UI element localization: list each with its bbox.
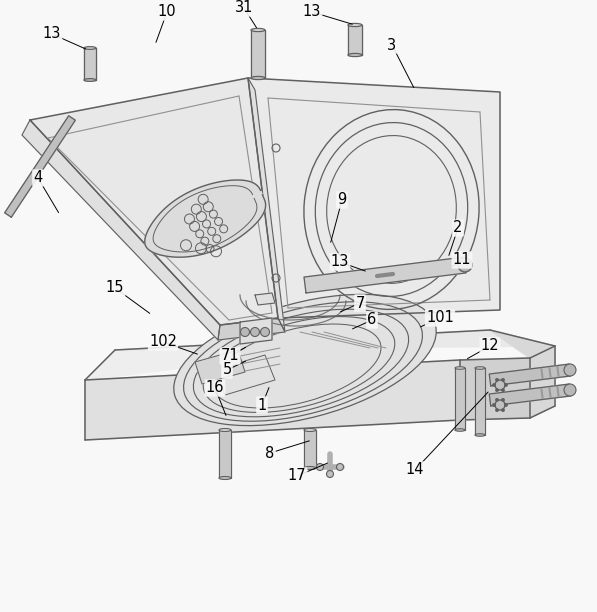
Bar: [84, 48, 96, 80]
Bar: [475, 368, 485, 435]
Text: 4: 4: [33, 171, 42, 185]
Circle shape: [504, 384, 507, 387]
Polygon shape: [490, 330, 555, 418]
Ellipse shape: [195, 289, 426, 421]
Circle shape: [327, 471, 334, 477]
Circle shape: [495, 380, 505, 390]
Text: 14: 14: [406, 463, 424, 477]
Circle shape: [496, 378, 498, 381]
Ellipse shape: [251, 76, 265, 80]
Ellipse shape: [84, 79, 96, 81]
Circle shape: [241, 327, 250, 337]
Bar: [348, 25, 362, 55]
Text: 31: 31: [235, 1, 253, 15]
Text: 10: 10: [158, 4, 176, 20]
Ellipse shape: [304, 466, 316, 469]
Polygon shape: [85, 330, 555, 380]
Text: 2: 2: [453, 220, 463, 236]
Circle shape: [501, 409, 504, 412]
Text: 15: 15: [106, 280, 124, 296]
Polygon shape: [255, 293, 275, 305]
Polygon shape: [5, 116, 75, 217]
Polygon shape: [144, 180, 266, 257]
Ellipse shape: [174, 294, 436, 425]
Polygon shape: [115, 330, 555, 358]
Circle shape: [496, 389, 498, 392]
Text: 13: 13: [43, 26, 61, 42]
Ellipse shape: [564, 364, 576, 376]
Bar: [455, 368, 465, 430]
Text: 102: 102: [149, 335, 177, 349]
Circle shape: [496, 409, 498, 412]
Circle shape: [496, 398, 498, 401]
Text: 11: 11: [453, 253, 471, 267]
Bar: [219, 430, 231, 478]
Circle shape: [458, 258, 472, 272]
Ellipse shape: [251, 28, 265, 32]
Ellipse shape: [219, 428, 231, 431]
Circle shape: [260, 327, 269, 337]
Text: 16: 16: [206, 381, 224, 395]
Text: 3: 3: [387, 37, 396, 53]
Polygon shape: [248, 78, 500, 318]
Circle shape: [495, 400, 505, 410]
Text: 13: 13: [303, 4, 321, 20]
Polygon shape: [85, 360, 460, 440]
Ellipse shape: [348, 23, 362, 26]
Text: 5: 5: [222, 362, 232, 378]
Polygon shape: [215, 355, 275, 395]
Ellipse shape: [564, 384, 576, 396]
Ellipse shape: [455, 429, 465, 431]
Circle shape: [316, 463, 324, 471]
Text: 13: 13: [331, 255, 349, 269]
Text: 8: 8: [266, 446, 275, 460]
Polygon shape: [240, 318, 272, 344]
Ellipse shape: [475, 367, 485, 369]
Ellipse shape: [455, 367, 465, 369]
Circle shape: [493, 403, 496, 406]
Text: 17: 17: [288, 469, 306, 483]
Circle shape: [501, 398, 504, 401]
Text: 6: 6: [367, 313, 377, 327]
Polygon shape: [248, 78, 285, 332]
Bar: [251, 30, 265, 78]
Text: 7: 7: [355, 296, 365, 310]
Polygon shape: [490, 364, 571, 386]
Polygon shape: [490, 384, 571, 406]
Circle shape: [504, 403, 507, 406]
Ellipse shape: [304, 428, 316, 431]
Circle shape: [501, 378, 504, 381]
Circle shape: [493, 384, 496, 387]
Text: 12: 12: [481, 338, 499, 354]
Polygon shape: [218, 318, 285, 340]
Polygon shape: [460, 358, 530, 420]
Polygon shape: [22, 120, 220, 340]
Text: 9: 9: [337, 193, 347, 207]
Ellipse shape: [475, 434, 485, 436]
Polygon shape: [304, 257, 466, 293]
Bar: [304, 430, 316, 468]
Text: 71: 71: [221, 348, 239, 364]
Ellipse shape: [84, 47, 96, 50]
Text: 1: 1: [257, 398, 267, 412]
Circle shape: [501, 389, 504, 392]
Circle shape: [251, 327, 260, 337]
Ellipse shape: [348, 53, 362, 56]
Polygon shape: [30, 78, 278, 325]
Text: 101: 101: [426, 310, 454, 326]
Ellipse shape: [219, 477, 231, 479]
Polygon shape: [195, 350, 245, 384]
Circle shape: [337, 463, 343, 471]
